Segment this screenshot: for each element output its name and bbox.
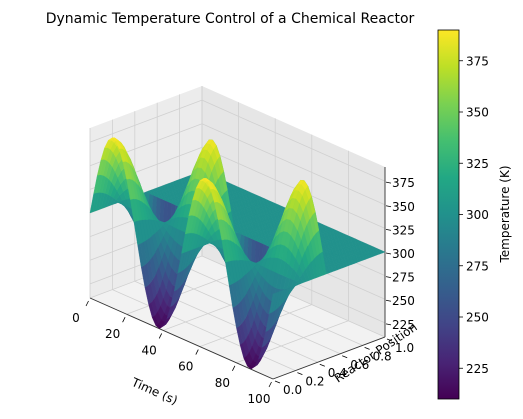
colorbar: 225 250 275 300 325 350 375 Temperature (K) (437, 29, 512, 400)
x-tick-label: 40 (142, 343, 157, 357)
x-tick-label: 60 (178, 360, 193, 374)
z-tick-label: 350 (392, 200, 415, 214)
y-tick-label: 0.8 (373, 349, 392, 363)
colorbar-ticks: 225 250 275 300 325 350 375 (459, 54, 489, 376)
x-tick-label: 100 (248, 392, 271, 406)
tick-labels: 0 20 40 60 80 100 0.00.2 0.40.6 0.81.0 225 250 275 3… (72, 176, 415, 406)
z-tick-label: 375 (392, 176, 415, 190)
chart-title: Dynamic Temperature Control of a Chemica… (46, 11, 415, 27)
z-tick-label: 275 (392, 271, 415, 285)
colorbar-gradient (437, 29, 460, 400)
colorbar-label: Temperature (K) (498, 165, 512, 263)
z-tick-label: 325 (392, 223, 415, 237)
x-tick-label: 0 (72, 311, 80, 325)
y-tick-label: 0.4 (328, 366, 347, 380)
y-tick-label: 1.0 (395, 341, 414, 355)
colorbar-tick-label: 375 (466, 54, 489, 68)
y-tick-label: 0.0 (283, 383, 302, 397)
y-tick-label: 0.6 (350, 358, 369, 372)
colorbar-tick-label: 325 (466, 157, 489, 171)
x-tick-label: 80 (215, 376, 230, 390)
x-tick-label: 20 (105, 327, 120, 341)
z-tick-label: 250 (392, 294, 415, 308)
colorbar-tick-label: 250 (466, 311, 489, 325)
x-axis-label: Time (s) (129, 375, 180, 408)
y-tick-label: 0.2 (305, 375, 324, 389)
colorbar-tick-label: 350 (466, 106, 489, 120)
colorbar-tick-label: 275 (466, 259, 489, 273)
colorbar-tick-label: 300 (466, 208, 489, 222)
surface-plot (89, 137, 386, 370)
z-tick-label: 300 (392, 247, 415, 261)
z-tick-label: 225 (392, 318, 415, 332)
colorbar-tick-label: 225 (466, 362, 489, 376)
